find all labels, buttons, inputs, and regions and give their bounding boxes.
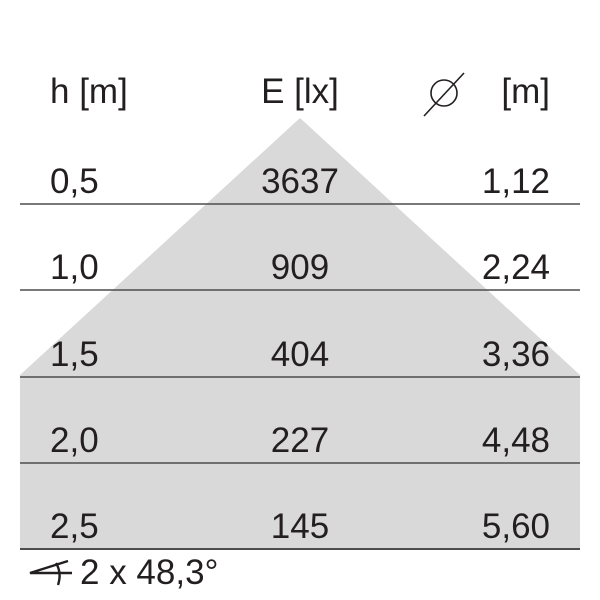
- angle-icon: [29, 559, 72, 586]
- header-illuminance: E [lx]: [261, 72, 339, 111]
- height-value: 2,5: [50, 507, 99, 546]
- illuminance-value: 227: [270, 421, 330, 460]
- beam-angle-value: 2 x 48,3°: [80, 553, 219, 592]
- illuminance-value: 404: [270, 335, 330, 374]
- header-diameter-unit: [m]: [501, 72, 550, 111]
- light-cone: [20, 118, 580, 548]
- height-value: 2,0: [50, 421, 99, 460]
- header-height: h [m]: [50, 72, 128, 111]
- illuminance-value: 145: [270, 507, 330, 546]
- diameter-value: 2,24: [481, 248, 550, 287]
- beam-angle: 2 x 48,3°: [28, 553, 219, 593]
- illuminance-value: 3637: [261, 162, 339, 201]
- height-value: 0,5: [50, 162, 99, 201]
- height-value: 1,0: [50, 248, 99, 287]
- diameter-value: 3,36: [481, 335, 550, 374]
- diameter-icon: [423, 72, 465, 117]
- illuminance-value: 909: [270, 248, 330, 287]
- diameter-value: 5,60: [481, 507, 550, 546]
- height-value: 1,5: [50, 335, 99, 374]
- diameter-value: 1,12: [481, 162, 550, 201]
- diameter-value: 4,48: [481, 421, 550, 460]
